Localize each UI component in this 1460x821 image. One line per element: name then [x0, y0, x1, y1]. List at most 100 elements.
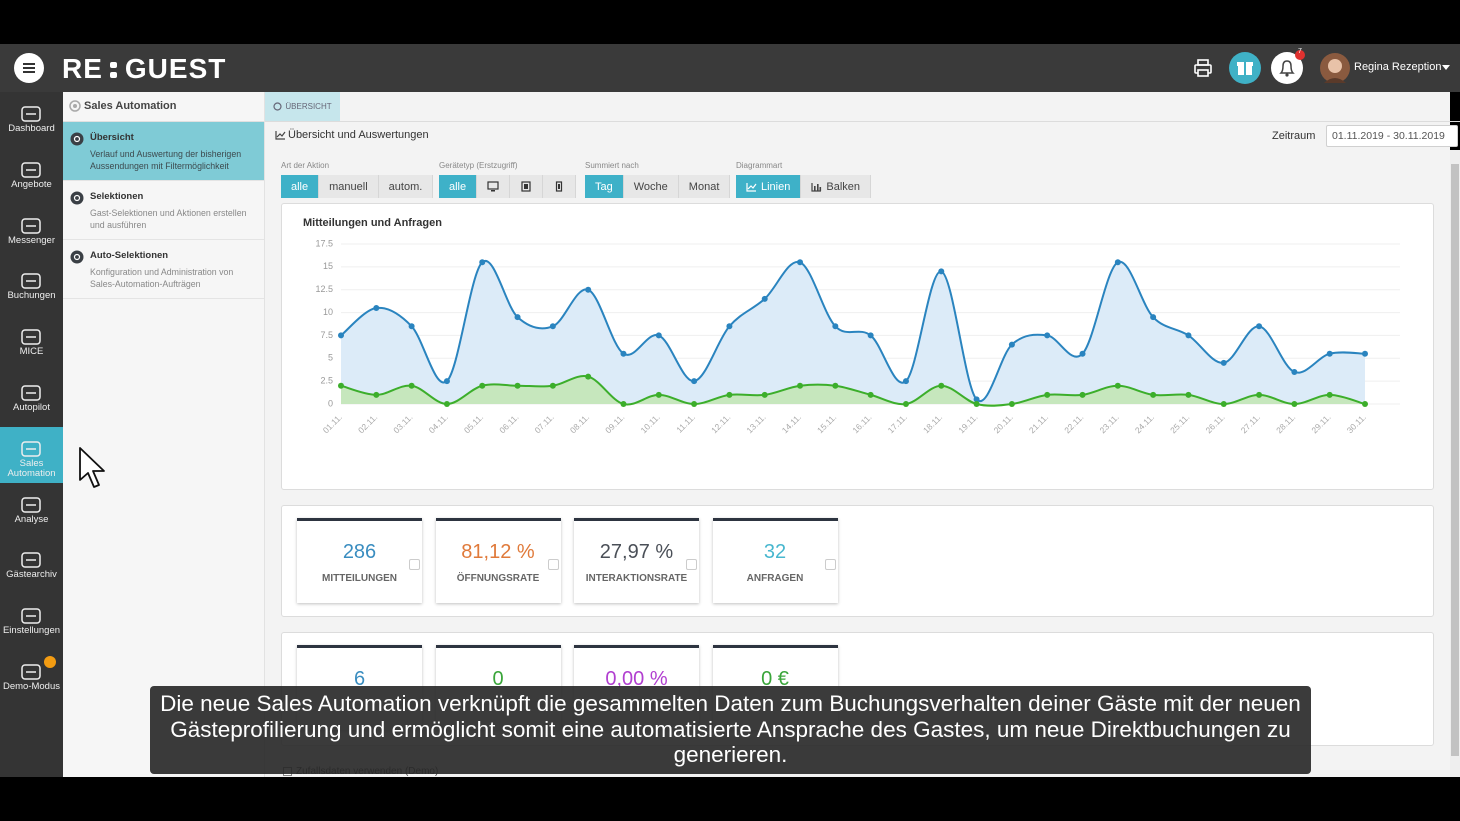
- x-tick-label: 19.11.: [956, 412, 979, 435]
- filter-button[interactable]: Monat: [678, 175, 731, 198]
- gift-button[interactable]: [1229, 52, 1261, 84]
- point: [1256, 391, 1263, 398]
- sidebar-item[interactable]: Sales Automation: [0, 426, 63, 483]
- menu-button[interactable]: [14, 53, 44, 83]
- logo[interactable]: RE GUEST: [62, 53, 226, 85]
- x-tick-label: 02.11.: [356, 412, 379, 435]
- point: [761, 391, 768, 398]
- y-tick-label: 17.5: [315, 238, 333, 248]
- point: [655, 391, 662, 398]
- filter-button[interactable]: Linien: [736, 175, 802, 198]
- x-tick-label: 17.11.: [886, 412, 909, 435]
- icon-shape: [70, 191, 84, 205]
- sidebar-item[interactable]: MICE: [0, 315, 63, 371]
- icon-shape: [21, 106, 41, 122]
- filter-group: Diagrammart Linien Balken: [736, 161, 871, 198]
- point: [1044, 391, 1051, 398]
- x-tick-label: 24.11.: [1133, 412, 1156, 435]
- tablet-button[interactable]: [510, 175, 544, 198]
- x-tick-label: 27.11.: [1239, 412, 1262, 435]
- info-icon[interactable]: [824, 559, 836, 570]
- period-input[interactable]: 01.11.2019 - 30.11.2019: [1326, 125, 1458, 147]
- point: [902, 378, 909, 385]
- user-caret[interactable]: [1441, 64, 1451, 72]
- sidebar-icon: [21, 385, 41, 401]
- point: [1326, 350, 1333, 357]
- y-tick-label: 10: [323, 307, 333, 317]
- filter-label: Gerätetyp (Erstzugriff): [439, 161, 518, 170]
- sidebar-icon: [21, 496, 41, 513]
- x-tick-label: 23.11.: [1097, 412, 1120, 435]
- icon-shape: [21, 273, 41, 290]
- divider: [63, 121, 264, 122]
- kpi-tile: 32 ANFRAGEN: [712, 518, 838, 603]
- filter-button[interactable]: Tag: [585, 175, 624, 198]
- period-label: Zeitraum: [1272, 130, 1316, 142]
- point: [1044, 332, 1051, 339]
- point: [1326, 391, 1333, 398]
- avatar[interactable]: [1320, 53, 1350, 83]
- user-name[interactable]: Regina Rezeption: [1354, 61, 1442, 73]
- info-icon[interactable]: [547, 559, 559, 570]
- sidebar: Dashboard Angebote Messenger Buchungen MICE A…: [0, 92, 63, 777]
- x-tick-label: 28.11.: [1274, 412, 1297, 435]
- filter-button[interactable]: autom.: [378, 175, 434, 198]
- filter-button[interactable]: manuell: [319, 175, 379, 198]
- letterbox-bottom: [0, 777, 1460, 821]
- filter-button[interactable]: alle: [281, 175, 320, 198]
- subnav-item[interactable]: Selektionen Gast-Selektionen und Aktionen…: [63, 181, 264, 240]
- sidebar-item[interactable]: Analyse: [0, 483, 63, 539]
- point: [655, 332, 662, 339]
- sidebar-item[interactable]: Demo-Modus: [0, 650, 63, 706]
- logo-right: GUEST: [124, 53, 227, 84]
- point: [1079, 350, 1086, 357]
- subnav-item[interactable]: Auto-Selektionen Konfiguration und Admini…: [63, 240, 264, 299]
- sidebar-item[interactable]: Buchungen: [0, 259, 63, 315]
- scrollbar[interactable]: [1450, 150, 1460, 777]
- point: [1185, 332, 1192, 339]
- notification-button[interactable]: [1271, 50, 1311, 86]
- filter-button[interactable]: Balken: [801, 175, 871, 198]
- sidebar-item[interactable]: Gästearchiv: [0, 538, 63, 594]
- filter-button[interactable]: Woche: [623, 175, 679, 198]
- phone-button[interactable]: [543, 175, 577, 198]
- point: [797, 259, 804, 266]
- point: [1362, 401, 1368, 407]
- sidebar-item[interactable]: Angebote: [0, 148, 63, 204]
- point: [1291, 401, 1298, 407]
- info-icon[interactable]: [409, 559, 420, 570]
- x-tick-label: 14.11.: [780, 412, 803, 435]
- subnav: Sales Automation Übersicht Verlauf und Au…: [63, 92, 265, 777]
- scrollbar-thumb[interactable]: [1451, 164, 1459, 756]
- sidebar-item[interactable]: Dashboard: [0, 92, 63, 148]
- point: [691, 378, 698, 385]
- sidebar-icon: [21, 217, 41, 234]
- point: [1220, 401, 1227, 407]
- icon-detail: [73, 194, 81, 202]
- print-button[interactable]: [1192, 57, 1214, 79]
- subnav-icon: [69, 100, 81, 112]
- section-title: Übersicht und Auswertungen: [288, 129, 429, 141]
- point: [1362, 350, 1368, 357]
- point: [973, 401, 980, 407]
- filter-label: Summiert nach: [585, 161, 639, 170]
- desktop-button[interactable]: [477, 175, 511, 198]
- y-tick-label: 7.5: [320, 330, 333, 340]
- point: [620, 401, 627, 407]
- icon-shape: [21, 608, 41, 624]
- info-icon[interactable]: [686, 559, 697, 570]
- sidebar-label: Autopilot: [13, 402, 50, 413]
- x-tick-label: 08.11.: [568, 412, 591, 435]
- tab[interactable]: ÜBERSICHT: [265, 92, 340, 121]
- filter-button[interactable]: alle: [439, 175, 478, 198]
- bar-icon: [811, 182, 822, 192]
- subnav-item-title: Auto-Selektionen: [90, 250, 169, 261]
- subnav-title: Sales Automation: [84, 100, 177, 112]
- sidebar-item[interactable]: Messenger: [0, 204, 63, 260]
- sidebar-label: Dashboard: [8, 123, 55, 134]
- subnav-item-icon: [70, 250, 84, 264]
- sidebar-item[interactable]: Einstellungen: [0, 594, 63, 650]
- subnav-item[interactable]: Übersicht Verlauf und Auswertung der bish…: [63, 122, 264, 181]
- sidebar-item[interactable]: Autopilot: [0, 371, 63, 427]
